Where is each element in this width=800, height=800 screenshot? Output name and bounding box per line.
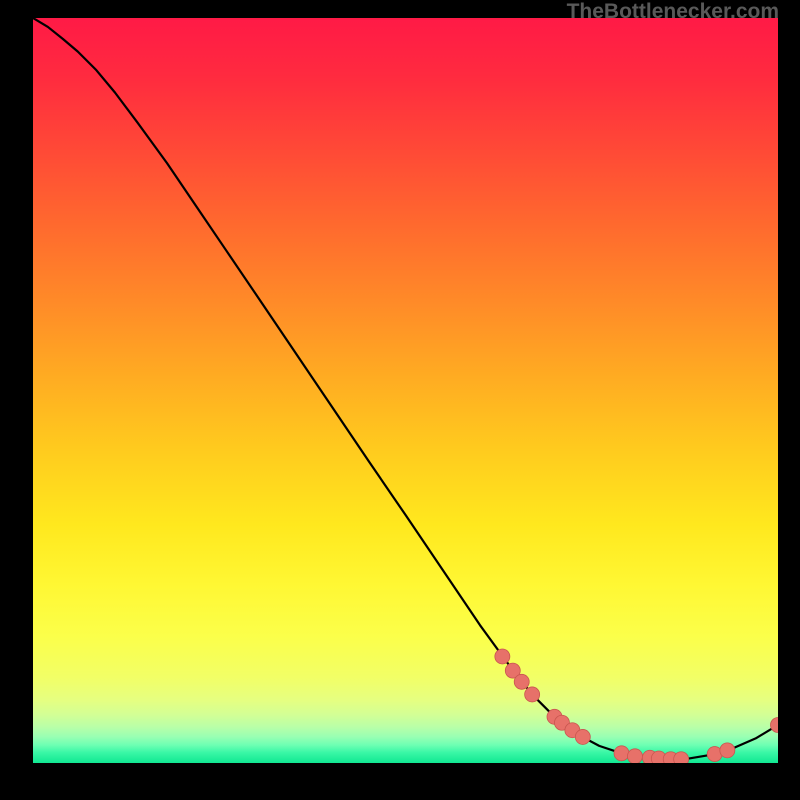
data-marker (674, 752, 689, 763)
gradient-background (33, 18, 778, 763)
data-marker (720, 743, 735, 758)
stage: TheBottlenecker.com (0, 0, 800, 800)
data-marker (614, 746, 629, 761)
data-marker (495, 649, 510, 664)
watermark-text: TheBottlenecker.com (567, 0, 779, 24)
chart-plot (33, 18, 778, 763)
data-marker (575, 729, 590, 744)
data-marker (525, 687, 540, 702)
data-marker (627, 749, 642, 763)
data-marker (514, 674, 529, 689)
